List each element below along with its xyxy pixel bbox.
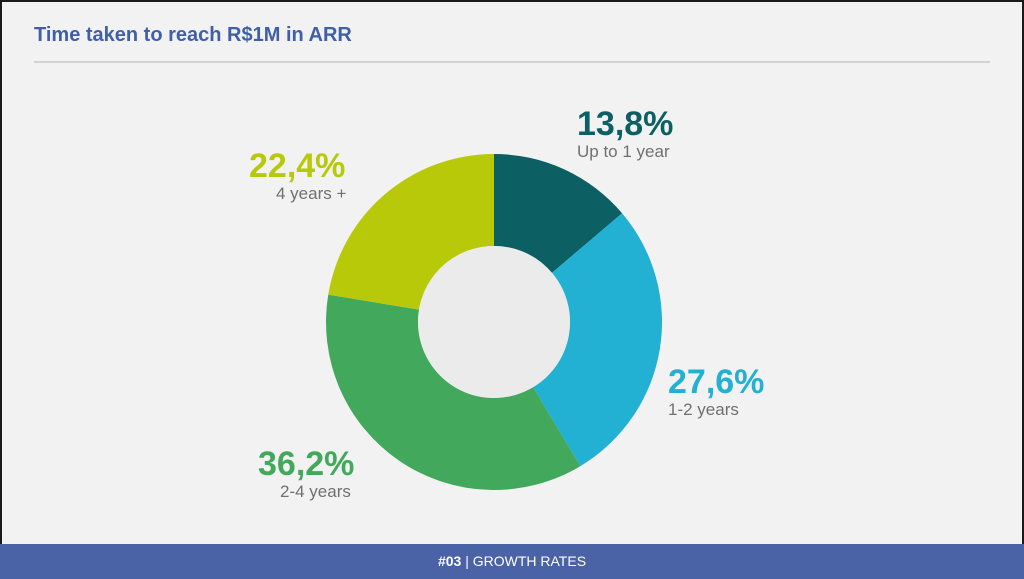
slice-category-label: 4 years +	[276, 184, 347, 203]
page-title: Time taken to reach R$1M in ARR	[34, 24, 352, 46]
title-divider	[34, 61, 990, 63]
slice-category-label: 2-4 years	[280, 482, 351, 501]
footer-separator: |	[461, 553, 473, 569]
label-4-years-plus: 22,4% 4 years +	[249, 148, 346, 204]
slice-value-label: 27,6%	[668, 363, 765, 401]
donut-slice-2-4-years	[325, 294, 581, 491]
slice-value-label: 13,8%	[577, 105, 674, 143]
footer-section-title: GROWTH RATES	[472, 553, 587, 569]
slice-category-label: 1-2 years	[668, 400, 739, 419]
label-up-to-1-year: 13,8% Up to 1 year	[577, 106, 673, 162]
label-2-4-years: 36,2% 2-4 years	[258, 446, 354, 502]
footer-section-number: #03	[437, 553, 462, 569]
donut-hole	[418, 246, 570, 398]
slice-value-label: 22,4%	[249, 147, 346, 185]
donut-slice-1-2-years	[533, 213, 663, 467]
footer-bar: #03 | GROWTH RATES	[0, 544, 1024, 579]
donut-slice-4-years	[328, 154, 494, 310]
slice-category-label: Up to 1 year	[577, 142, 670, 161]
donut-slices	[325, 154, 663, 491]
slice-value-label: 36,2%	[258, 445, 355, 483]
label-1-2-years: 27,6% 1-2 years	[668, 364, 764, 420]
donut-slice-up-to-1-year	[494, 154, 623, 273]
